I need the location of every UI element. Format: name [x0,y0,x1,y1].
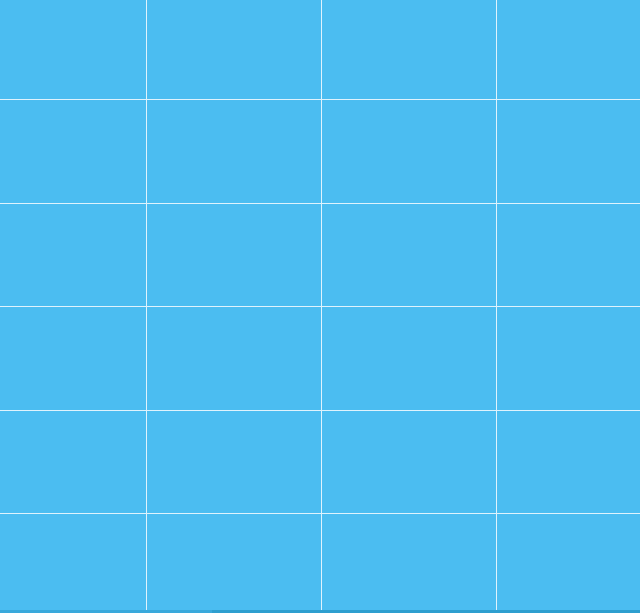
grid-vertical-line [321,0,322,610]
grid-horizontal-line [0,203,640,204]
bottom-edge-accent [212,610,640,613]
grid-horizontal-line [0,306,640,307]
grid-vertical-line [496,0,497,610]
grid-horizontal-line [0,513,640,514]
grid-horizontal-line [0,410,640,411]
grid-horizontal-line [0,99,640,100]
grid-vertical-line [146,0,147,610]
